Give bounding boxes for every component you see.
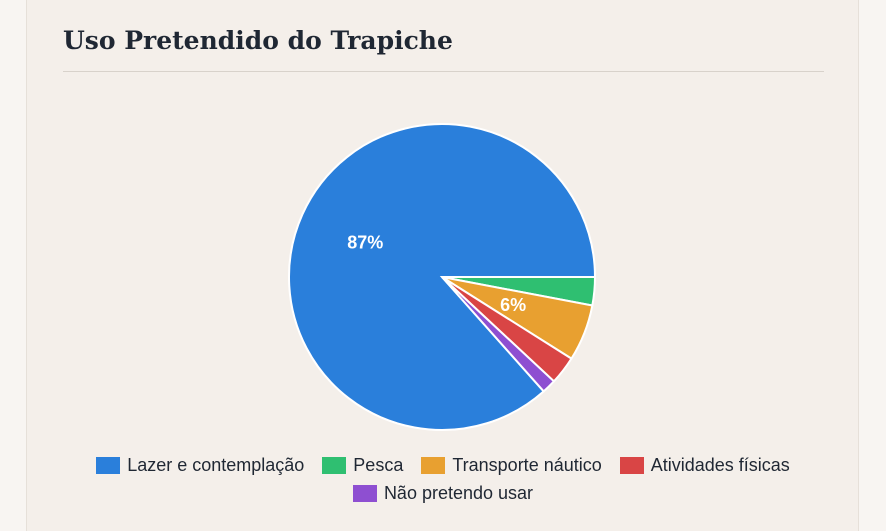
legend-label: Pesca	[353, 454, 404, 475]
chart-legend: Lazer e contemplação Pesca Transporte náut…	[40, 454, 846, 504]
pie-slice	[441, 276, 556, 393]
legend-item[interactable]: Pesca	[322, 454, 403, 476]
page-left-margin	[0, 0, 27, 531]
legend-swatch	[619, 456, 644, 474]
legend-label: Transporte náutico	[452, 454, 602, 475]
legend-swatch	[96, 456, 121, 474]
legend-label: Atividades físicas	[650, 454, 790, 475]
legend-item[interactable]: Transporte náutico	[421, 454, 602, 476]
slice-data-label: 87%	[347, 233, 383, 253]
legend-item[interactable]: Lazer e contemplação	[96, 454, 304, 476]
legend-item[interactable]: Não pretendo usar	[352, 482, 534, 504]
legend-swatch	[421, 456, 446, 474]
title-divider	[63, 71, 824, 72]
legend-label: Lazer e contemplação	[127, 454, 305, 475]
slice-data-label: 6%	[500, 295, 526, 315]
chart-title: Uso Pretendido do Trapiche	[63, 26, 453, 55]
legend-swatch	[322, 456, 347, 474]
legend-label: Não pretendo usar	[383, 482, 534, 503]
legend-swatch	[352, 484, 377, 502]
legend-item[interactable]: Atividades físicas	[619, 454, 790, 476]
page-right-margin	[858, 0, 886, 531]
